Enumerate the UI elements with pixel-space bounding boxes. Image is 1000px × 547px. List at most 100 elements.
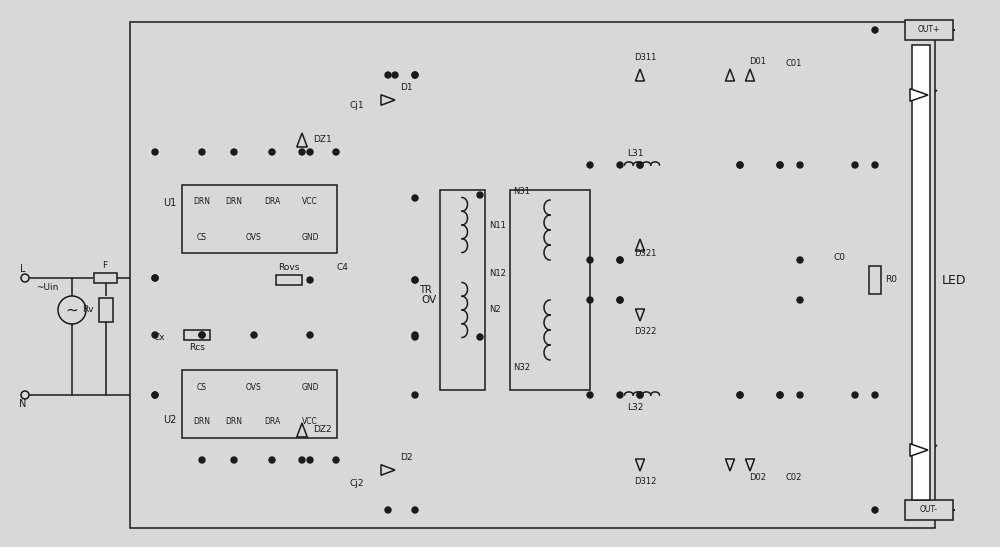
Text: ~: ~ — [66, 302, 78, 317]
Circle shape — [412, 277, 418, 283]
Text: VCC: VCC — [302, 197, 318, 207]
Circle shape — [412, 334, 418, 340]
Circle shape — [152, 275, 158, 281]
Circle shape — [199, 457, 205, 463]
Circle shape — [231, 457, 237, 463]
Bar — [99, 298, 113, 322]
Bar — [94, 273, 116, 283]
Circle shape — [21, 274, 29, 282]
Text: GND: GND — [301, 232, 319, 241]
Text: CS: CS — [197, 383, 207, 393]
Circle shape — [872, 392, 878, 398]
Text: D01: D01 — [750, 56, 767, 66]
Bar — [184, 330, 210, 340]
Polygon shape — [636, 309, 644, 321]
Text: Cx: Cx — [153, 334, 165, 342]
Circle shape — [231, 149, 237, 155]
Text: D2: D2 — [400, 453, 412, 463]
Circle shape — [737, 162, 743, 168]
Bar — [905, 500, 953, 520]
Circle shape — [737, 392, 743, 398]
Text: C4: C4 — [336, 263, 348, 271]
Circle shape — [412, 277, 418, 283]
Text: F: F — [102, 260, 108, 270]
Circle shape — [872, 27, 878, 33]
Text: OUT-: OUT- — [920, 505, 938, 515]
Circle shape — [852, 392, 858, 398]
Circle shape — [737, 392, 743, 398]
Text: L32: L32 — [627, 403, 643, 411]
Circle shape — [152, 149, 158, 155]
Circle shape — [587, 162, 593, 168]
Bar — [510, 190, 590, 390]
Circle shape — [617, 162, 623, 168]
Circle shape — [58, 296, 86, 324]
Text: VCC: VCC — [302, 417, 318, 427]
Circle shape — [251, 332, 257, 338]
Text: D311: D311 — [634, 53, 656, 61]
Circle shape — [333, 149, 339, 155]
Text: CS: CS — [197, 232, 207, 241]
Circle shape — [152, 275, 158, 281]
Text: DRA: DRA — [264, 197, 280, 207]
Circle shape — [307, 332, 313, 338]
Circle shape — [637, 392, 643, 398]
Bar — [440, 190, 485, 390]
Circle shape — [412, 72, 418, 78]
Text: Cj1: Cj1 — [350, 101, 365, 109]
Text: N31: N31 — [514, 188, 530, 196]
Polygon shape — [297, 133, 307, 147]
Circle shape — [637, 392, 643, 398]
Circle shape — [199, 332, 205, 338]
Circle shape — [269, 457, 275, 463]
Text: U2: U2 — [163, 415, 176, 425]
Text: DZ1: DZ1 — [313, 136, 332, 144]
Circle shape — [797, 257, 803, 263]
Polygon shape — [636, 239, 644, 251]
Circle shape — [199, 149, 205, 155]
Bar — [905, 20, 953, 40]
Text: C0: C0 — [834, 253, 846, 263]
Text: DZ2: DZ2 — [313, 426, 332, 434]
Text: OVS: OVS — [246, 232, 262, 241]
Polygon shape — [910, 89, 928, 101]
Circle shape — [385, 507, 391, 513]
Text: D321: D321 — [634, 248, 656, 258]
Polygon shape — [636, 459, 644, 471]
Circle shape — [797, 297, 803, 303]
Circle shape — [777, 392, 783, 398]
Circle shape — [21, 391, 29, 399]
Text: N12: N12 — [489, 270, 506, 278]
Circle shape — [299, 149, 305, 155]
Text: N11: N11 — [489, 220, 506, 230]
Circle shape — [477, 192, 483, 198]
Polygon shape — [726, 69, 734, 81]
Circle shape — [587, 297, 593, 303]
Text: LED: LED — [942, 274, 966, 287]
Circle shape — [152, 392, 158, 398]
Text: R0: R0 — [885, 276, 897, 284]
Circle shape — [299, 457, 305, 463]
Circle shape — [587, 392, 593, 398]
Circle shape — [412, 195, 418, 201]
Text: D322: D322 — [634, 327, 656, 335]
Circle shape — [777, 392, 783, 398]
Circle shape — [307, 149, 313, 155]
Circle shape — [777, 162, 783, 168]
Text: DRA: DRA — [264, 417, 280, 427]
Polygon shape — [726, 459, 734, 471]
Polygon shape — [746, 459, 755, 471]
Bar — [276, 275, 302, 285]
Circle shape — [587, 257, 593, 263]
Circle shape — [637, 162, 643, 168]
Circle shape — [617, 257, 623, 263]
Circle shape — [777, 162, 783, 168]
Polygon shape — [910, 444, 928, 456]
Circle shape — [852, 162, 858, 168]
Text: D1: D1 — [400, 84, 412, 92]
Text: OUT+: OUT+ — [918, 26, 940, 34]
Circle shape — [307, 457, 313, 463]
Text: Rcs: Rcs — [189, 344, 205, 352]
Bar — [182, 185, 337, 253]
Bar — [869, 266, 881, 294]
